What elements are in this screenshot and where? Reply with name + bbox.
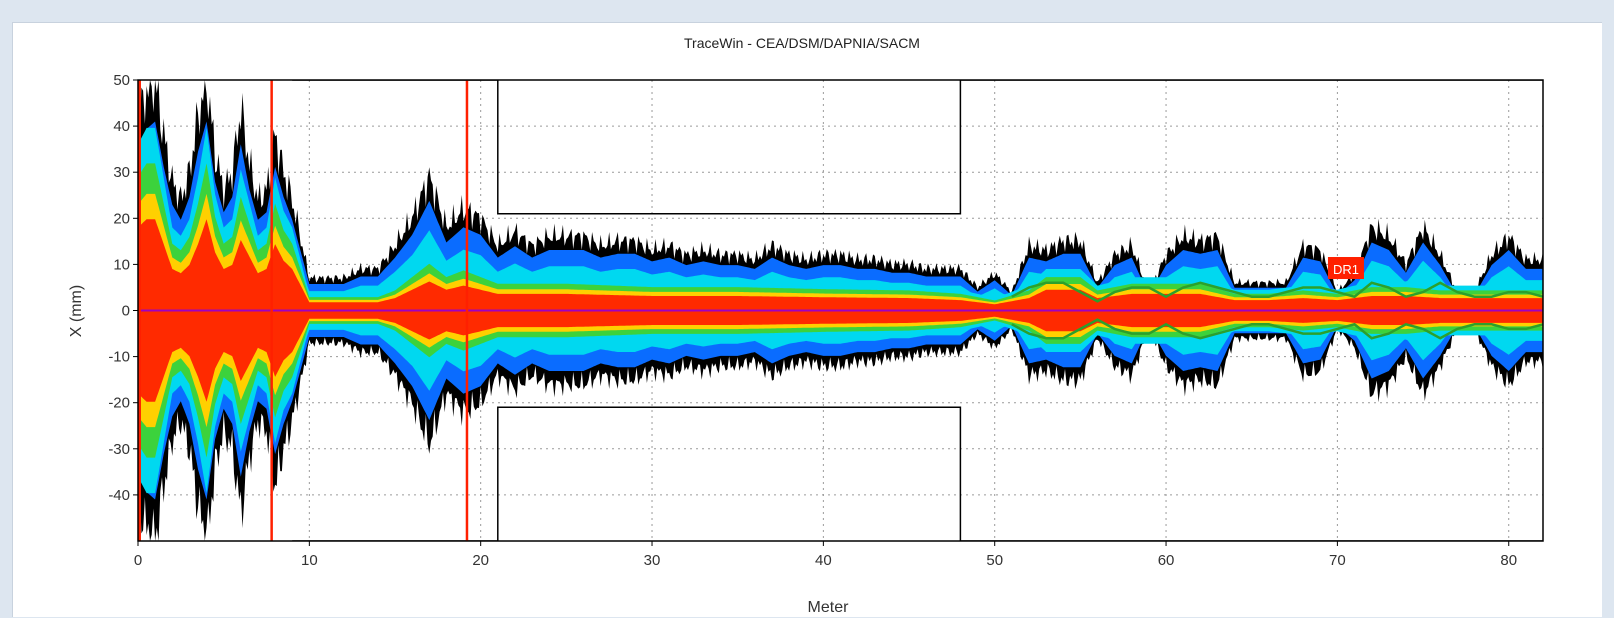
y-tick-label: -40: [108, 487, 130, 504]
x-tick-label: 10: [301, 552, 318, 569]
y-tick-label: 0: [122, 303, 130, 320]
aperture-lower-line: [292, 406, 1543, 541]
x-tick-label: 80: [1500, 552, 1517, 569]
x-tick-label: 20: [472, 552, 489, 569]
x-tick-label: 70: [1329, 552, 1346, 569]
annotation-text: DR1: [1333, 262, 1359, 277]
plot-panel: TraceWin - CEA/DSM/DAPNIA/SACM Meter X (…: [12, 22, 1602, 617]
x-tick-label: 50: [986, 552, 1003, 569]
chart-title: TraceWin - CEA/DSM/DAPNIA/SACM: [684, 35, 920, 51]
y-tick-label: -20: [108, 395, 130, 412]
y-tick-label: 10: [113, 256, 130, 273]
y-tick-label: -30: [108, 441, 130, 458]
x-tick-label: 40: [815, 552, 832, 569]
y-tick-label: 20: [113, 210, 130, 227]
annotation-label: DR1: [1327, 257, 1364, 280]
y-axis-label: X (mm): [68, 285, 85, 337]
y-tick-label: 50: [113, 72, 130, 89]
envelope-upper-line: [1011, 281, 1543, 303]
x-tick-label: 0: [134, 552, 142, 569]
envelope-lower-line: [1011, 318, 1543, 340]
x-tick-label: 60: [1158, 552, 1175, 569]
x-axis-label: Meter: [808, 599, 850, 616]
aperture-upper-line: [292, 80, 1543, 215]
beam-envelope-chart: TraceWin - CEA/DSM/DAPNIA/SACM Meter X (…: [68, 35, 1544, 616]
y-tick-label: 40: [113, 118, 130, 135]
annotation-background: [1327, 257, 1364, 280]
plot-area: DR1 0 10 20 30 40 50 60 70 80 50 40 30 20 10 0 -10 -20 -30…: [108, 72, 1544, 569]
y-tick-label: 30: [113, 164, 130, 181]
y-tick-label: -10: [108, 349, 130, 366]
x-tick-label: 30: [644, 552, 661, 569]
